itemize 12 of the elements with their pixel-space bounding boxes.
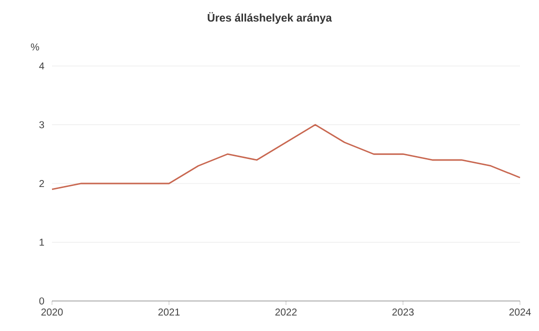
x-tick-label: 2023: [392, 308, 414, 316]
y-tick-label: 3: [39, 121, 44, 128]
x-tick-label: 2021: [158, 308, 180, 316]
y-tick-label: 0: [39, 297, 44, 305]
x-tick-label: 2020: [41, 308, 63, 316]
y-tick-label: 4: [39, 62, 44, 70]
x-tick-label: 2024: [509, 308, 531, 316]
y-tick-label: 2: [39, 180, 44, 187]
y-axis-title: %: [30, 43, 40, 50]
x-tick-label: 2022: [275, 308, 297, 316]
y-tick-label: 1: [40, 238, 44, 246]
chart-title: Üres álláshelyek aránya: [208, 12, 332, 24]
